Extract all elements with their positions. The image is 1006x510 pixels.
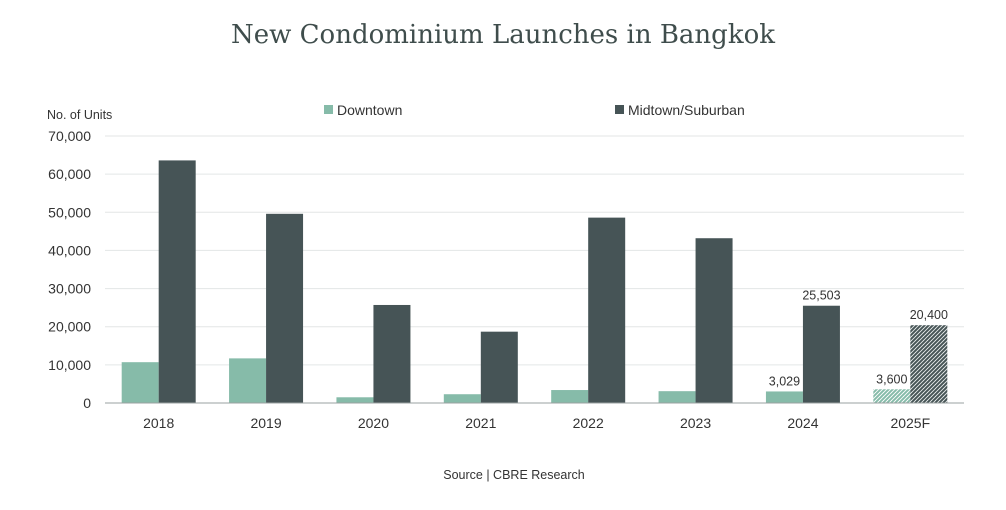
x-axis-ticks: 2018 2019 2020 2021 2022 2023 2024 2025F — [143, 415, 930, 431]
y-tick-label: 10,000 — [48, 357, 91, 373]
y-tick-label: 30,000 — [48, 281, 91, 297]
x-tick-label: 2024 — [787, 415, 818, 431]
legend-label-midtown: Midtown/Suburban — [628, 102, 745, 118]
data-label: 25,503 — [802, 289, 840, 303]
bars — [121, 160, 948, 403]
bar-midtown-2018 — [158, 160, 196, 403]
legend-swatch-midtown — [615, 105, 624, 114]
source-note: Source | CBRE Research — [443, 468, 585, 482]
bar-downtown-2022 — [551, 390, 589, 403]
legend-label-downtown: Downtown — [337, 102, 402, 118]
y-tick-label: 20,000 — [48, 319, 91, 335]
chart-title: New Condominium Launches in Bangkok — [231, 20, 775, 50]
y-axis-label: No. of Units — [47, 108, 112, 122]
legend-swatch-downtown — [324, 105, 333, 114]
bar-downtown-2021 — [443, 394, 481, 403]
x-tick-label: 2025F — [890, 415, 930, 431]
x-tick-label: 2018 — [143, 415, 174, 431]
bar-midtown-2019 — [266, 213, 304, 403]
x-tick-label: 2021 — [465, 415, 496, 431]
bar-midtown-2023 — [695, 238, 733, 403]
x-tick-label: 2023 — [680, 415, 711, 431]
data-label: 3,600 — [876, 372, 907, 386]
bar-downtown-2020 — [336, 397, 374, 403]
bar-midtown-2022 — [588, 217, 626, 403]
x-tick-label: 2022 — [573, 415, 604, 431]
bar-downtown-2025F — [873, 389, 911, 403]
bar-downtown-2018 — [121, 362, 159, 403]
y-tick-label: 40,000 — [48, 242, 91, 258]
y-tick-label: 70,000 — [48, 128, 91, 144]
data-labels: 3,029 25,503 3,600 20,400 — [769, 289, 948, 389]
y-tick-label: 0 — [83, 395, 91, 411]
y-tick-label: 50,000 — [48, 204, 91, 220]
legend: Downtown Midtown/Suburban — [324, 102, 745, 118]
bar-midtown-2020 — [373, 304, 411, 403]
bar-downtown-2023 — [658, 391, 696, 403]
bar-downtown-2019 — [229, 358, 267, 403]
bar-midtown-2024 — [802, 305, 840, 403]
bar-downtown-2024 — [765, 391, 803, 403]
data-label: 20,400 — [910, 308, 948, 322]
bar-midtown-2025F — [910, 325, 948, 403]
bar-midtown-2021 — [480, 331, 518, 403]
y-tick-label: 60,000 — [48, 166, 91, 182]
y-axis-ticks: 0 10,000 20,000 30,000 40,000 50,000 60,000 70,… — [48, 128, 91, 411]
data-label: 3,029 — [769, 374, 800, 388]
x-tick-label: 2020 — [358, 415, 389, 431]
x-tick-label: 2019 — [250, 415, 281, 431]
